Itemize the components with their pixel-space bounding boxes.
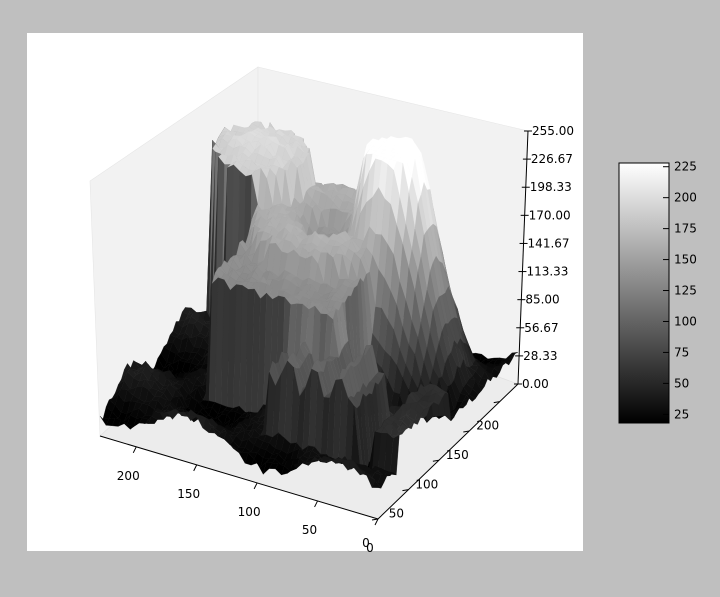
x-axis-line: [99, 435, 379, 520]
z-tick-label: 28.33: [523, 349, 557, 363]
z-axis: 0.00 28.33 56.67 85.00 113.33 141.67 170.00 198…: [514, 124, 574, 391]
x-tick-label: 50: [302, 523, 317, 537]
colorbar-tick-label: 50: [674, 376, 689, 390]
y-tick: [371, 518, 379, 521]
z-tick-label: 85.00: [525, 293, 559, 307]
y-tick: [432, 459, 439, 462]
x-tick-label: 100: [238, 505, 261, 519]
x-tick: [314, 500, 319, 508]
colorbar-tick-label: 75: [674, 345, 689, 359]
colorbar-tick-label: 200: [674, 191, 697, 205]
colorbar: 225 200 175 150 125 100 75 50 25: [618, 160, 697, 424]
y-axis-line: [377, 383, 519, 520]
z-tick-label: 170.00: [529, 208, 571, 222]
colorbar-tick-label: 100: [674, 314, 697, 328]
colorbar-tick-label: 150: [674, 253, 697, 267]
z-tick-label: 198.33: [530, 180, 572, 194]
x-tick: [193, 464, 198, 472]
x-tick: [253, 482, 258, 490]
z-tick-label: 226.67: [531, 152, 573, 166]
colorbar-gradient: [618, 162, 670, 424]
z-tick-label: 255.00: [532, 124, 574, 138]
z-tick-label: 0.00: [522, 377, 549, 391]
x-tick-label: 200: [117, 469, 140, 483]
x-tick-label: 0: [366, 541, 374, 555]
y-tick-label: 100: [415, 477, 438, 491]
z-axis-line: [517, 130, 529, 385]
z-tick-label: 141.67: [528, 236, 570, 250]
colorbar-tick-label: 125: [674, 284, 697, 298]
colorbar-tick-label: 225: [674, 160, 697, 174]
x-tick: [132, 446, 137, 454]
y-tick-label: 50: [389, 507, 404, 521]
surface-plot: [99, 121, 519, 489]
z-tick-label: 56.67: [524, 321, 558, 335]
z-tick-label: 113.33: [526, 265, 568, 279]
x-tick: [374, 518, 379, 526]
surface-cell: [371, 479, 382, 489]
colorbar-tick-label: 175: [674, 222, 697, 236]
y-axis: 0 50 100 150 200: [362, 383, 519, 550]
y-tick-label: 200: [476, 419, 499, 433]
y-tick-label: 0: [362, 536, 370, 550]
y-tick: [463, 430, 470, 433]
x-axis: 0 50 100 150 200: [99, 435, 379, 555]
y-tick-label: 150: [446, 448, 469, 462]
x-tick-label: 150: [177, 487, 200, 501]
y-tick: [493, 401, 500, 404]
y-tick: [402, 489, 409, 492]
colorbar-tick-label: 25: [674, 407, 689, 421]
